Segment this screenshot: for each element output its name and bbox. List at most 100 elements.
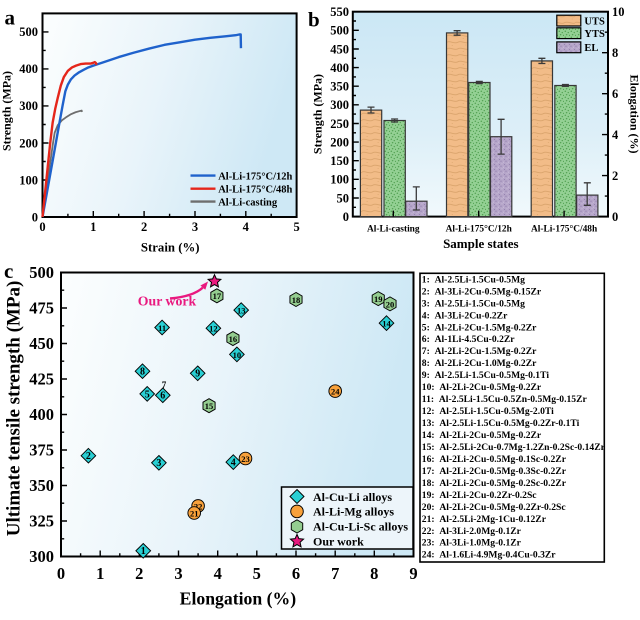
- svg-text:13: Al-2.5Li-1.5Cu-0.5Mg-0.2Z: 13: Al-2.5Li-1.5Cu-0.5Mg-0.2Zr-0.1Ti: [422, 418, 580, 429]
- svg-text:4: 4: [243, 220, 250, 234]
- svg-text:16: 16: [229, 334, 238, 344]
- svg-text:c: c: [4, 259, 13, 283]
- svg-text:Strength (MPa): Strength (MPa): [311, 74, 325, 154]
- svg-text:5: 5: [145, 389, 150, 400]
- svg-text:18: 18: [292, 295, 301, 305]
- svg-text:15: 15: [205, 401, 214, 411]
- svg-text:550: 550: [330, 5, 349, 19]
- svg-text:6: 6: [612, 87, 618, 101]
- svg-text:14: Al-2Li-2Cu-0.5Mg-0.2Zr: 14: Al-2Li-2Cu-0.5Mg-0.2Zr: [422, 430, 542, 441]
- svg-text:a: a: [5, 6, 16, 30]
- svg-text:350: 350: [330, 80, 349, 94]
- svg-text:EL: EL: [584, 43, 598, 54]
- svg-text:6: 6: [292, 564, 300, 583]
- svg-text:b: b: [308, 8, 320, 32]
- svg-text:500: 500: [29, 263, 54, 282]
- svg-text:150: 150: [330, 154, 349, 168]
- svg-text:7: Al-2Li-2Cu-1.5Mg-0.2Zr: 7: Al-2Li-2Cu-1.5Mg-0.2Zr: [422, 346, 537, 357]
- svg-text:5: 5: [293, 220, 299, 234]
- svg-text:11: Al-2.5Li-1.5Cu-0.5Zn-0.5M: 11: Al-2.5Li-1.5Cu-0.5Zn-0.5Mg-0.15Zr: [422, 394, 588, 405]
- svg-text:0: 0: [57, 564, 65, 583]
- svg-text:3: 3: [156, 458, 161, 469]
- svg-text:1: 1: [90, 220, 96, 234]
- svg-text:Strength (MPa): Strength (MPa): [0, 71, 14, 151]
- svg-text:300: 300: [330, 98, 349, 112]
- svg-text:23: Al-3Li-1.0Mg-0.1Zr: 23: Al-3Li-1.0Mg-0.1Zr: [422, 538, 522, 549]
- svg-text:17: 17: [213, 291, 222, 301]
- svg-text:450: 450: [330, 42, 349, 56]
- svg-text:1: 1: [141, 546, 146, 557]
- svg-text:21: Al-2.5Li-2Mg-1Cu-0.12Zr: 21: Al-2.5Li-2Mg-1Cu-0.12Zr: [422, 514, 547, 525]
- svg-text:325: 325: [29, 512, 54, 531]
- svg-text:2: 2: [612, 169, 618, 183]
- svg-text:Al-Li-175°C/48h: Al-Li-175°C/48h: [531, 223, 598, 234]
- svg-text:Al-Li-175°C/48h: Al-Li-175°C/48h: [218, 185, 292, 196]
- svg-text:450: 450: [29, 334, 54, 353]
- svg-text:50: 50: [337, 191, 350, 205]
- svg-text:0: 0: [39, 220, 45, 234]
- svg-text:21: 21: [190, 508, 199, 518]
- svg-text:9: Al-2.5Li-1.5Cu-0.5Mg-0.1Ti: 9: Al-2.5Li-1.5Cu-0.5Mg-0.1Ti: [422, 370, 550, 381]
- svg-text:Elongation (%): Elongation (%): [628, 74, 640, 153]
- svg-text:12: Al-2.5Li-1.5Cu-0.5Mg-2.0T: 12: Al-2.5Li-1.5Cu-0.5Mg-2.0Ti: [422, 406, 554, 417]
- svg-text:Elongation (%): Elongation (%): [180, 589, 297, 609]
- svg-text:10: 10: [612, 5, 625, 19]
- svg-text:9: 9: [409, 564, 417, 583]
- svg-text:7: 7: [331, 564, 339, 583]
- svg-text:3: 3: [192, 220, 198, 234]
- svg-text:10: Al-2Li-2Cu-0.5Mg-0.2Zr: 10: Al-2Li-2Cu-0.5Mg-0.2Zr: [422, 382, 542, 393]
- svg-text:5: Al-2Li-2Cu-1.5Mg-0.2Zr: 5: Al-2Li-2Cu-1.5Mg-0.2Zr: [422, 322, 537, 333]
- svg-text:24: 24: [331, 387, 340, 397]
- svg-text:11: 11: [158, 323, 166, 333]
- svg-text:4: 4: [214, 564, 222, 583]
- svg-text:200: 200: [19, 136, 38, 150]
- svg-text:500: 500: [19, 25, 38, 39]
- svg-text:19: Al-2Li-2Cu-0.2Zr-0.2Sc: 19: Al-2Li-2Cu-0.2Zr-0.2Sc: [422, 490, 538, 501]
- svg-text:5: 5: [253, 564, 261, 583]
- svg-text:300: 300: [19, 99, 38, 113]
- svg-text:400: 400: [29, 405, 54, 424]
- svg-text:Al-Cu-Li-Sc alloys: Al-Cu-Li-Sc alloys: [313, 520, 408, 534]
- svg-text:6: 6: [160, 391, 165, 402]
- svg-text:12: 12: [209, 324, 218, 334]
- svg-text:Al-Cu-Li alloys: Al-Cu-Li alloys: [313, 490, 392, 504]
- svg-text:Al-Li-175°C/12h: Al-Li-175°C/12h: [446, 223, 513, 234]
- svg-text:4: 4: [231, 458, 236, 469]
- svg-text:14: 14: [382, 319, 391, 329]
- svg-text:425: 425: [29, 370, 54, 389]
- svg-text:20: 20: [386, 299, 395, 309]
- svg-text:250: 250: [330, 117, 349, 131]
- svg-text:YTS: YTS: [584, 29, 605, 40]
- svg-text:0: 0: [612, 210, 618, 224]
- svg-text:8: Al-2Li-2Cu-1.0Mg-0.2Zr: 8: Al-2Li-2Cu-1.0Mg-0.2Zr: [422, 358, 537, 369]
- svg-text:UTS: UTS: [584, 17, 605, 28]
- svg-text:1: 1: [96, 564, 104, 583]
- svg-text:1: Al-2.5Li-1.5Cu-0.5Mg: 1: Al-2.5Li-1.5Cu-0.5Mg: [422, 274, 525, 285]
- svg-text:375: 375: [29, 441, 54, 460]
- svg-text:7: 7: [162, 380, 167, 390]
- svg-text:17: Al-2Li-2Cu-0.5Mg-0.3Sc-0.: 17: Al-2Li-2Cu-0.5Mg-0.3Sc-0.2Zr: [422, 466, 567, 477]
- svg-text:19: 19: [374, 294, 383, 304]
- svg-text:100: 100: [330, 173, 349, 187]
- svg-text:Strain (%): Strain (%): [141, 241, 200, 255]
- svg-text:400: 400: [19, 62, 38, 76]
- svg-text:3: Al-2.5Li-1.5Cu-0.5Mg: 3: Al-2.5Li-1.5Cu-0.5Mg: [422, 298, 525, 309]
- svg-text:Sample states: Sample states: [443, 236, 518, 251]
- svg-text:9: 9: [195, 369, 200, 380]
- svg-text:8: 8: [612, 46, 618, 60]
- svg-text:8: 8: [140, 367, 145, 378]
- svg-text:2: Al-3Li-2Cu-0.5Mg-0.15Zr: 2: Al-3Li-2Cu-0.5Mg-0.15Zr: [422, 286, 542, 297]
- svg-text:3: 3: [174, 564, 182, 583]
- svg-text:300: 300: [29, 547, 54, 566]
- svg-text:15: Al-2.5Li-2Cu-0.7Mg-1.2Zn-: 15: Al-2.5Li-2Cu-0.7Mg-1.2Zn-0.2Sc-0.14Z…: [422, 442, 606, 453]
- svg-text:200: 200: [330, 135, 349, 149]
- svg-text:4: 4: [612, 128, 619, 142]
- svg-text:Al-Li-casting: Al-Li-casting: [218, 197, 278, 208]
- svg-text:Ultimate tensile strength (MPa: Ultimate tensile strength (MPa): [4, 281, 25, 537]
- svg-text:4: Al-3Li-2Cu-0.2Zr: 4: Al-3Li-2Cu-0.2Zr: [422, 310, 508, 321]
- svg-text:13: 13: [237, 306, 246, 316]
- svg-text:22: Al-3Li-2.0Mg-0.1Zr: 22: Al-3Li-2.0Mg-0.1Zr: [422, 526, 522, 537]
- svg-text:0: 0: [32, 210, 38, 224]
- svg-text:10: 10: [233, 350, 242, 360]
- svg-text:6: Al-1Li-4.5Cu-0.2Zr: 6: Al-1Li-4.5Cu-0.2Zr: [422, 334, 515, 345]
